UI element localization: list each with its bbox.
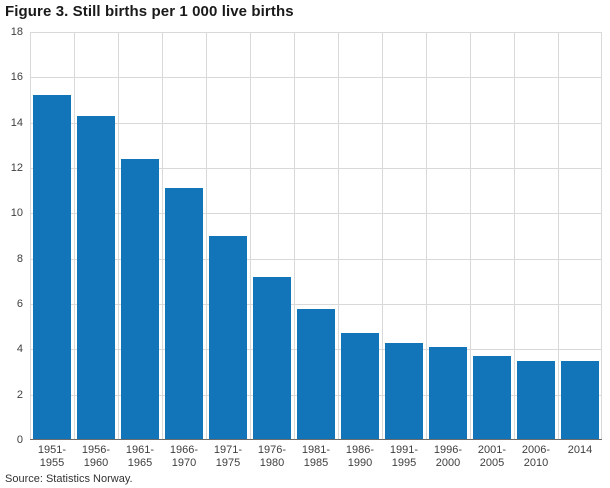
horizontal-gridline <box>30 77 602 79</box>
vertical-gridline <box>382 32 383 440</box>
bar <box>561 360 599 440</box>
x-axis-tick-label: 1956- 1960 <box>81 444 111 469</box>
bar <box>517 360 555 440</box>
y-axis-tick-label: 4 <box>16 343 23 356</box>
x-axis-tick-label: 1951- 1955 <box>37 444 67 469</box>
horizontal-gridline <box>30 167 602 169</box>
y-axis-tick-label: 6 <box>16 298 23 310</box>
vertical-gridline <box>338 32 339 440</box>
bar <box>121 158 159 440</box>
x-axis-tick-label: 1986- 1990 <box>345 444 375 469</box>
x-axis-tick-label: 1976- 1980 <box>257 444 287 469</box>
bar <box>253 276 291 440</box>
horizontal-gridline <box>30 122 602 124</box>
vertical-gridline <box>30 32 31 440</box>
vertical-gridline <box>118 32 119 440</box>
x-axis-line <box>30 439 602 440</box>
y-axis-labels: 0 2 4 6 8 10 12 14 16 18 <box>0 26 25 446</box>
vertical-gridline <box>294 32 295 440</box>
vertical-gridline <box>426 32 427 440</box>
bar <box>473 356 511 440</box>
y-axis-tick-label: 16 <box>10 71 23 84</box>
y-axis-tick-label: 18 <box>10 26 23 38</box>
x-axis-tick-label: 2001- 2005 <box>477 444 507 469</box>
vertical-gridline <box>74 32 75 440</box>
bar <box>385 342 423 440</box>
horizontal-gridline <box>30 258 602 260</box>
horizontal-gridline <box>30 32 602 33</box>
vertical-gridline <box>250 32 251 440</box>
x-axis-tick-label: 1961- 1965 <box>125 444 155 469</box>
bar <box>209 236 247 440</box>
bar <box>165 188 203 440</box>
y-axis-tick-label: 2 <box>16 388 23 401</box>
x-axis-tick-label: 1971- 1975 <box>213 444 243 469</box>
bar <box>77 115 115 440</box>
source-note: Source: Statistics Norway. <box>5 473 133 485</box>
bar <box>341 333 379 440</box>
vertical-gridline <box>514 32 515 440</box>
y-axis-tick-label: 0 <box>16 434 23 446</box>
y-axis-tick-label: 12 <box>10 162 23 174</box>
y-axis-tick-label: 8 <box>16 252 23 265</box>
x-axis-tick-label: 1966- 1970 <box>169 444 199 469</box>
x-axis-tick-label: 2014 <box>567 444 593 456</box>
horizontal-gridline <box>30 303 602 305</box>
chart-title: Figure 3. Still births per 1 000 live bi… <box>5 3 294 20</box>
vertical-gridline <box>206 32 207 440</box>
vertical-gridline <box>601 32 602 440</box>
plot-area <box>30 32 602 440</box>
y-axis-tick-label: 14 <box>10 116 23 129</box>
x-axis-tick-label: 2006- 2010 <box>521 444 551 469</box>
x-axis-tick-label: 1996- 2000 <box>433 444 463 469</box>
bar <box>429 347 467 440</box>
vertical-gridline <box>558 32 559 440</box>
horizontal-gridline <box>30 213 602 215</box>
bar <box>33 95 71 440</box>
x-axis-tick-label: 1991- 1995 <box>389 444 419 469</box>
y-axis-tick-label: 10 <box>10 207 23 220</box>
bar <box>297 308 335 440</box>
x-axis-tick-label: 1981- 1985 <box>301 444 331 469</box>
vertical-gridline <box>470 32 471 440</box>
x-axis-labels: 1951- 1955 1956- 1960 1961- 1965 1966- 1970 1971… <box>30 444 602 470</box>
vertical-gridline <box>162 32 163 440</box>
